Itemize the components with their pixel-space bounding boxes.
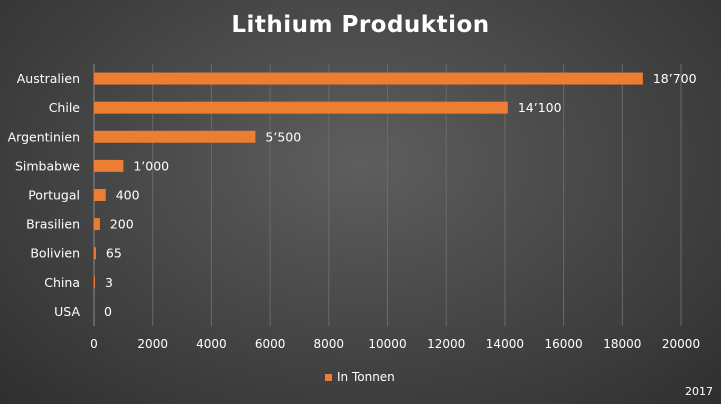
- bar: [94, 101, 508, 114]
- category-label: Chile: [49, 100, 81, 115]
- bar: [94, 276, 95, 289]
- category-label: Brasilien: [26, 217, 80, 232]
- x-tick-label: 8000: [314, 337, 345, 351]
- x-tick-label: 12000: [427, 337, 465, 351]
- x-tick-label: 18000: [603, 337, 641, 351]
- bar: [94, 189, 106, 201]
- category-label: Argentinien: [8, 129, 80, 144]
- bar: [94, 130, 256, 143]
- category-label: USA: [54, 304, 80, 319]
- x-tick-label: 0: [90, 337, 98, 351]
- value-label: 65: [106, 246, 122, 261]
- category-label: Portugal: [28, 188, 80, 203]
- legend-swatch: [325, 374, 332, 381]
- bars: [94, 72, 643, 289]
- category-label: China: [44, 275, 80, 290]
- x-tick-label: 6000: [255, 337, 286, 351]
- value-label: 0: [104, 304, 112, 319]
- legend-label: In Tonnen: [337, 370, 395, 384]
- value-label: 18’700: [653, 71, 697, 86]
- x-tick-label: 16000: [545, 337, 583, 351]
- value-label: 400: [116, 188, 140, 203]
- value-label: 1’000: [133, 158, 169, 173]
- category-label: Bolivien: [30, 246, 80, 261]
- x-tick-label: 4000: [196, 337, 227, 351]
- value-label: 14’100: [518, 100, 562, 115]
- category-label: Australien: [17, 71, 80, 86]
- bar: [94, 247, 96, 260]
- category-label: Simbabwe: [15, 158, 80, 173]
- value-label: 3: [105, 275, 113, 290]
- year-note: 2017: [685, 385, 713, 398]
- x-tick-label: 10000: [368, 337, 406, 351]
- bar: [94, 159, 124, 172]
- value-label: 200: [110, 217, 134, 232]
- value-label: 5’500: [265, 129, 301, 144]
- bar: [94, 72, 643, 85]
- labels: Australien 18’700 Chile 14’100 Argentinien 5’…: [8, 71, 697, 319]
- chart-title: Lithium Produktion: [231, 12, 490, 38]
- bar: [94, 218, 100, 231]
- legend: In Tonnen: [325, 370, 395, 384]
- x-tick-label: 20000: [662, 337, 700, 351]
- x-tick-label: 2000: [137, 337, 168, 351]
- x-tick-label: 14000: [486, 337, 524, 351]
